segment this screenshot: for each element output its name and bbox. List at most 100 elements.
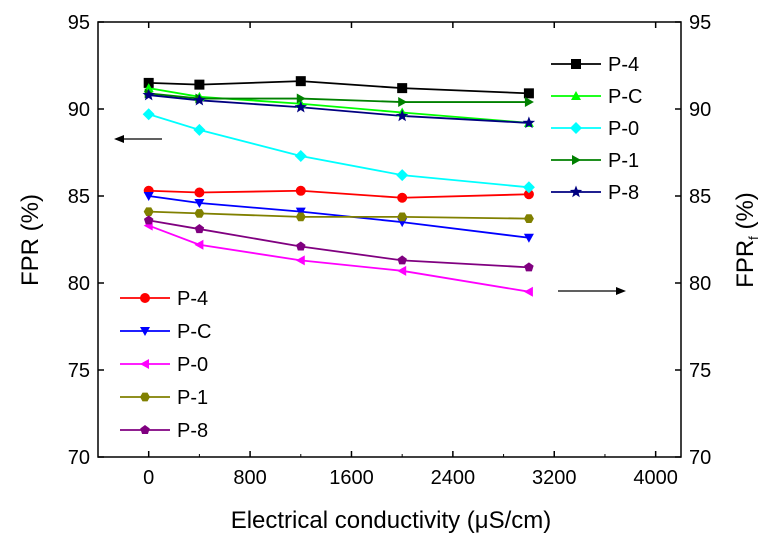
data-point-right-p8 — [522, 116, 536, 129]
legend-label-right-p8: P-8 — [608, 182, 639, 204]
legend-marker-left-p8 — [140, 425, 150, 435]
plot-frame-box — [97, 21, 682, 458]
legend-marker-right-p1 — [572, 155, 581, 165]
y-right-tick-label: 70 — [689, 447, 711, 469]
series-line-right-p0 — [148, 113, 529, 189]
legend-label-left-p8: P-8 — [177, 420, 208, 442]
data-point-right-p0 — [396, 169, 409, 182]
y-axis-right-label-unit: (%) — [732, 192, 759, 236]
x-axis-label: Electrical conductivity (μS/cm) — [231, 507, 552, 534]
y-right-tick-label: 85 — [689, 186, 711, 208]
data-point-left-pc — [523, 233, 534, 243]
data-point-left-p8 — [143, 215, 154, 225]
data-point-left-p0 — [295, 255, 305, 266]
y-axis-left-label: FPR (%) — [17, 194, 44, 286]
data-point-right-p8 — [193, 93, 206, 106]
legend-marker-right-p4 — [571, 59, 581, 69]
data-point-left-p8 — [397, 255, 407, 265]
legend-marker-right-pc — [571, 91, 581, 100]
legend-marker-right-p0 — [570, 122, 582, 134]
series-line-right-pc — [148, 87, 529, 124]
left-axis-arrow-head — [114, 135, 124, 143]
legend-marker-left-pc — [140, 327, 150, 336]
data-point-left-p8 — [524, 262, 534, 272]
data-point-left-p0 — [194, 239, 204, 250]
series-lines — [148, 80, 530, 293]
data-point-right-p1 — [296, 93, 306, 104]
legend-marker-left-p0 — [140, 359, 149, 369]
x-tick-label: 2400 — [431, 467, 476, 489]
legend-label-left-p0: P-0 — [177, 354, 208, 376]
data-point-right-p4 — [523, 88, 534, 99]
legends: P-4 P-C P-0 P-1 P-8 P-4 P-C P-0 P-1 P-8 — [120, 54, 642, 442]
x-tick-label: 0 — [143, 467, 154, 489]
data-point-left-p1 — [295, 212, 306, 222]
legend-label-right-p0: P-0 — [608, 118, 639, 140]
data-point-left-p1 — [143, 207, 154, 216]
y-axis-right-label: FPRf (%) — [732, 192, 761, 288]
data-point-left-p4 — [194, 187, 205, 198]
x-tick-label: 1600 — [329, 467, 374, 489]
data-point-right-p4 — [397, 83, 408, 94]
legend-marker-left-p1 — [140, 392, 150, 402]
data-point-right-p4 — [143, 77, 154, 88]
data-point-right-p0 — [522, 181, 535, 194]
y-left-tick-label: 90 — [68, 99, 90, 121]
data-point-right-p8 — [142, 88, 155, 101]
series-line-left-p4 — [148, 189, 529, 199]
data-point-right-p0 — [294, 149, 307, 162]
data-point-right-p4 — [194, 79, 205, 90]
y-right-tick-label: 80 — [689, 273, 711, 295]
y-left-tick-label: 80 — [68, 273, 90, 295]
axis-arrows — [114, 135, 626, 295]
data-point-left-p0 — [523, 286, 533, 297]
data-point-left-p4 — [397, 192, 408, 203]
legend-label-left-pc: P-C — [177, 321, 211, 343]
data-point-left-p8 — [296, 241, 306, 251]
data-point-left-p1 — [194, 209, 205, 218]
data-point-left-p1 — [523, 214, 534, 223]
data-point-right-p8 — [294, 100, 307, 113]
data-point-left-p4 — [295, 185, 306, 196]
data-point-right-p0 — [193, 123, 206, 136]
legend-label-left-p4: P-4 — [177, 288, 208, 310]
x-tick-label: 4000 — [633, 467, 678, 489]
legend-label-left-p1: P-1 — [177, 387, 208, 409]
data-point-left-p0 — [397, 265, 407, 276]
legend-label-right-p4: P-4 — [608, 54, 639, 76]
y-right-tick-label: 90 — [689, 99, 711, 121]
data-point-left-p1 — [397, 212, 408, 222]
legend-marker-right-p8 — [569, 185, 583, 198]
data-point-right-p1 — [398, 97, 408, 108]
data-point-right-p4 — [295, 76, 306, 87]
y-right-tick-label: 75 — [689, 360, 711, 382]
data-point-left-p4 — [523, 189, 534, 200]
series-markers — [142, 76, 536, 297]
right-axis-arrow-head — [616, 287, 626, 295]
data-point-left-pc — [295, 207, 306, 217]
data-point-right-p1 — [524, 97, 534, 108]
data-point-right-p8 — [395, 109, 409, 122]
data-point-left-pc — [194, 198, 205, 208]
series-line-right-p4 — [148, 80, 529, 95]
legend-marker-left-p4 — [140, 293, 150, 303]
axis-ticks: 0 800 1600 2400 3200 4000 70 70 75 75 80 80 85 85 90 90… — [68, 12, 712, 489]
series-line-left-p8 — [148, 219, 529, 269]
legend-label-right-p1: P-1 — [608, 150, 639, 172]
y-left-tick-label: 75 — [68, 360, 90, 382]
y-axis-right-label-main: FPR — [732, 240, 759, 288]
data-point-left-p8 — [194, 224, 205, 234]
y-right-tick-label: 95 — [689, 12, 711, 34]
y-axis-right-label-subscript: f — [746, 236, 761, 240]
series-line-left-p0 — [148, 224, 530, 293]
y-left-tick-label: 85 — [68, 186, 90, 208]
y-left-tick-label: 95 — [68, 12, 90, 34]
y-left-tick-label: 70 — [68, 447, 90, 469]
legend-label-right-pc: P-C — [608, 86, 642, 108]
x-tick-label: 800 — [233, 467, 266, 489]
data-point-right-p0 — [142, 108, 155, 121]
data-point-left-pc — [143, 192, 154, 201]
x-tick-label: 3200 — [532, 467, 577, 489]
